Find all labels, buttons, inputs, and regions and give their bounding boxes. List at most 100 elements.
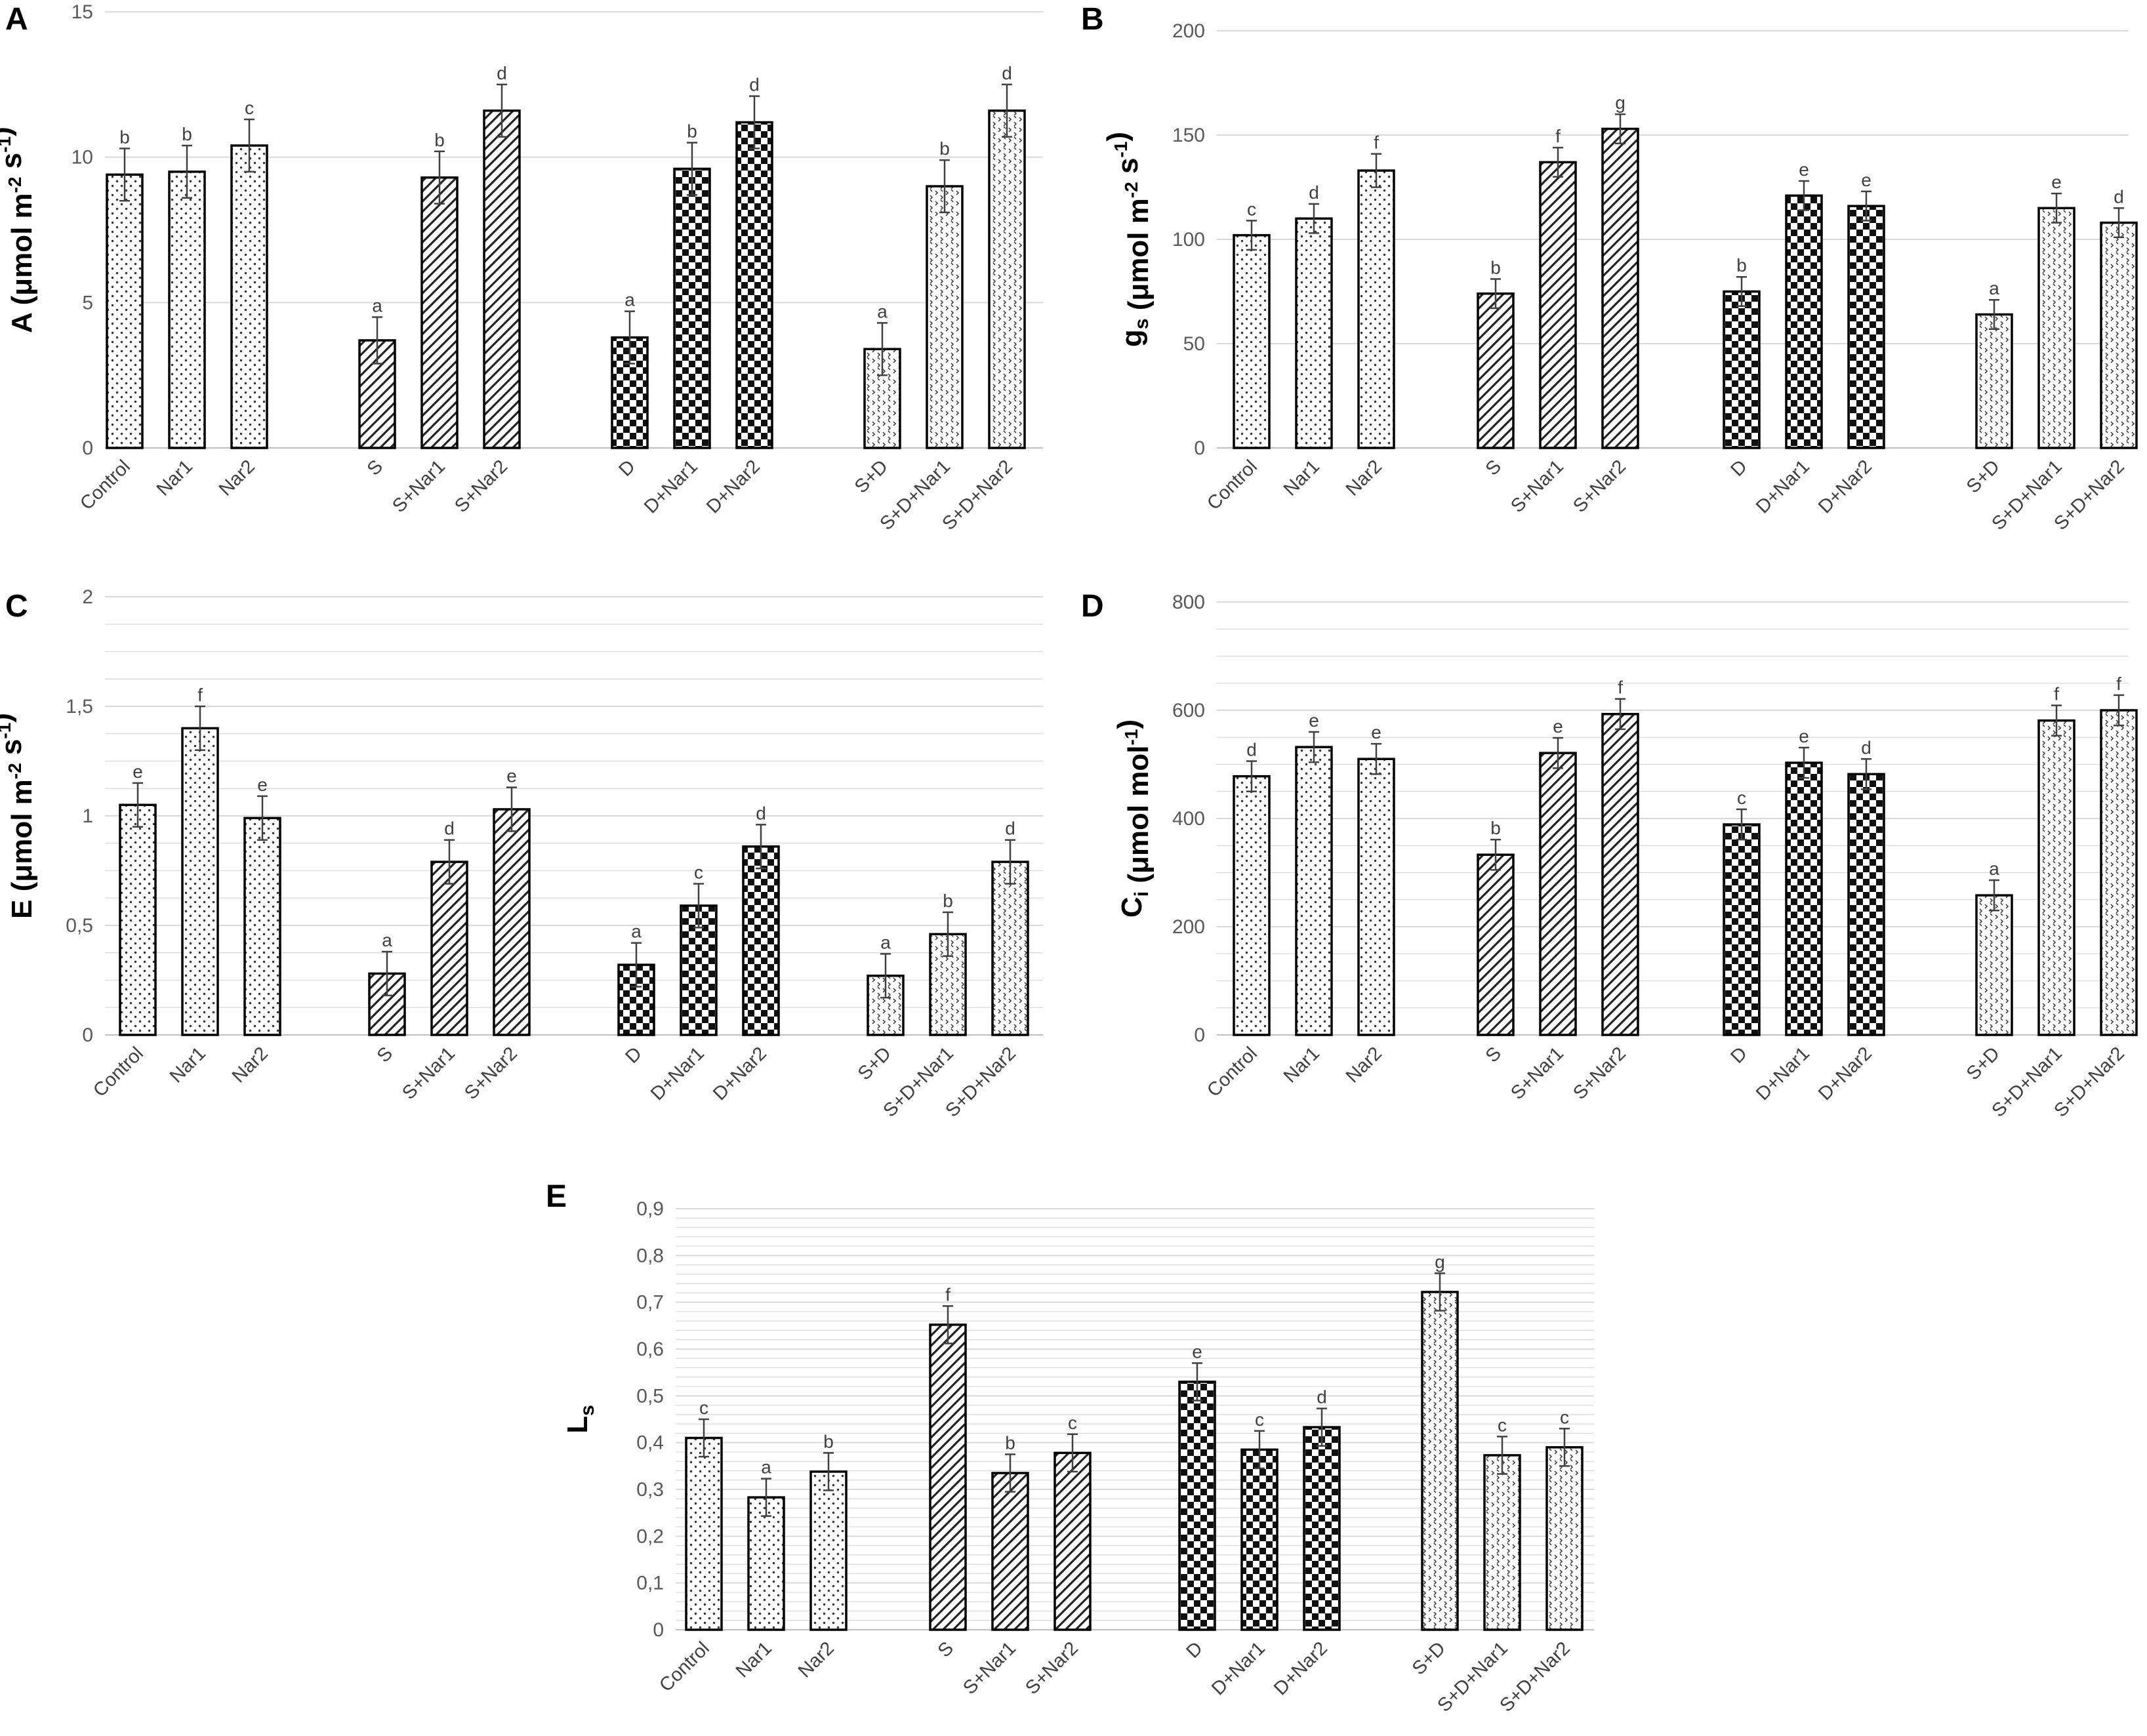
y-tick-label: 0,9 (636, 1198, 664, 1220)
bar-s-nar1 (1539, 161, 1577, 449)
x-tick-label: D+Nar1 (640, 456, 702, 517)
significance-letter: a (372, 296, 382, 316)
x-tick-label: D+Nar1 (1752, 1043, 1814, 1104)
significance-letter: f (2054, 684, 2059, 704)
bar-nar1 (181, 727, 219, 1036)
x-tick-label: D+Nar1 (1752, 456, 1814, 517)
y-axis-label-part: g (1116, 329, 1148, 347)
y-tick-label: 1,5 (66, 696, 93, 717)
significance-letter: d (1005, 818, 1015, 839)
significance-letter: e (1192, 1341, 1202, 1362)
x-tick-label: Control (655, 1638, 714, 1696)
significance-letter: b (687, 121, 697, 142)
y-tick-label: 0,6 (636, 1339, 664, 1360)
significance-letter: d (1317, 1387, 1327, 1407)
x-tick-label: S+Nar1 (1507, 1043, 1568, 1104)
x-tick-label: D (1183, 1638, 1207, 1662)
significance-letter: b (1490, 257, 1501, 277)
bar-nar2 (243, 817, 281, 1036)
bar-d-nar1 (1240, 1448, 1278, 1631)
y-tick-label: 0,7 (636, 1292, 664, 1314)
y-axis-label-part: E (μmol m (6, 779, 38, 919)
significance-letter: g (1615, 92, 1626, 113)
y-tick-label: 100 (1172, 229, 1205, 251)
significance-letter: c (245, 98, 254, 118)
y-tick-label: 0,8 (636, 1245, 664, 1266)
panel-letter: C (5, 589, 28, 624)
y-axis-label: Ls (562, 1405, 598, 1434)
bar-s-d-nar1 (2037, 207, 2075, 449)
x-tick-label: S+Nar2 (1021, 1638, 1082, 1699)
x-tick-label: Control (89, 1043, 148, 1101)
bar-nar2 (1357, 757, 1395, 1036)
y-tick-label: 0,4 (636, 1432, 664, 1454)
y-tick-label: 0 (82, 1024, 93, 1046)
significance-letter: b (823, 1431, 834, 1451)
significance-letter: c (699, 1398, 708, 1418)
y-axis-label-part: s (1131, 318, 1153, 329)
panel-letter: A (5, 2, 28, 37)
bar-d-nar2 (735, 121, 773, 449)
bar-s-d (1975, 894, 2013, 1036)
y-axis-label: gs (μmol m-2 s-1) (1101, 132, 1155, 347)
y-tick-label: 0,5 (636, 1385, 664, 1407)
bar-control (106, 173, 144, 449)
x-tick-label: S+Nar2 (1569, 456, 1630, 517)
bar-nar1 (747, 1496, 785, 1631)
x-tick-label: D+Nar2 (709, 1043, 771, 1104)
bar-s-d (1975, 313, 2013, 449)
significance-letter: a (631, 921, 642, 942)
bar-control (685, 1436, 723, 1631)
bar-s-d-nar1 (2037, 719, 2075, 1036)
x-tick-label: D+Nar2 (1814, 456, 1876, 517)
y-axis-label-part: (μmol m (1122, 198, 1155, 318)
bar-d (1723, 823, 1761, 1036)
panel-letter: E (546, 1179, 567, 1214)
y-tick-label: 800 (1172, 592, 1205, 613)
significance-letter: a (877, 301, 888, 321)
y-tick-label: 0,5 (66, 915, 93, 937)
bar-s-d-nar1 (926, 185, 964, 449)
significance-letter: e (1553, 716, 1563, 737)
y-tick-label: 0,1 (636, 1573, 664, 1594)
significance-letter: c (1498, 1415, 1507, 1435)
bar-control (1233, 775, 1271, 1036)
bar-d-nar2 (742, 845, 780, 1036)
significance-letter: d (1002, 63, 1012, 83)
bar-s (1477, 292, 1515, 449)
panel-letter: D (1081, 589, 1104, 624)
significance-letter: b (1736, 255, 1747, 275)
bar-s-nar2 (1053, 1451, 1092, 1631)
bar-control (1233, 233, 1271, 449)
significance-letter: c (694, 862, 703, 883)
significance-letter: f (945, 1284, 951, 1304)
significance-letter: a (1989, 858, 1999, 879)
bar-d-nar1 (673, 167, 711, 449)
y-tick-label: 5 (82, 292, 93, 313)
x-tick-label: D (615, 456, 640, 480)
x-tick-label: Nar2 (228, 1043, 272, 1087)
significance-letter: e (133, 761, 143, 782)
significance-letter: f (1555, 126, 1561, 146)
y-tick-label: 50 (1183, 333, 1205, 355)
panel-letter: B (1081, 2, 1104, 37)
x-tick-label: Nar2 (794, 1638, 838, 1682)
x-tick-label: S+Nar2 (460, 1043, 521, 1104)
y-axis-label-part: (μmol mol (1122, 745, 1155, 891)
significance-letter: b (1005, 1433, 1015, 1453)
significance-letter: b (943, 891, 953, 911)
bar-s (929, 1323, 967, 1631)
bar-s-nar1 (430, 860, 468, 1036)
y-tick-label: 10 (72, 147, 93, 169)
y-tick-label: 0 (82, 437, 93, 459)
bar-nar2 (230, 144, 268, 449)
significance-letter: e (257, 775, 268, 795)
x-tick-label: S (373, 1043, 397, 1066)
y-tick-label: 200 (1172, 20, 1205, 42)
significance-letter: d (749, 75, 760, 95)
significance-letter: a (761, 1457, 771, 1478)
y-axis-label-part: s (0, 739, 28, 763)
bar-s-nar2 (1601, 127, 1639, 449)
x-tick-label: Control (76, 456, 134, 514)
